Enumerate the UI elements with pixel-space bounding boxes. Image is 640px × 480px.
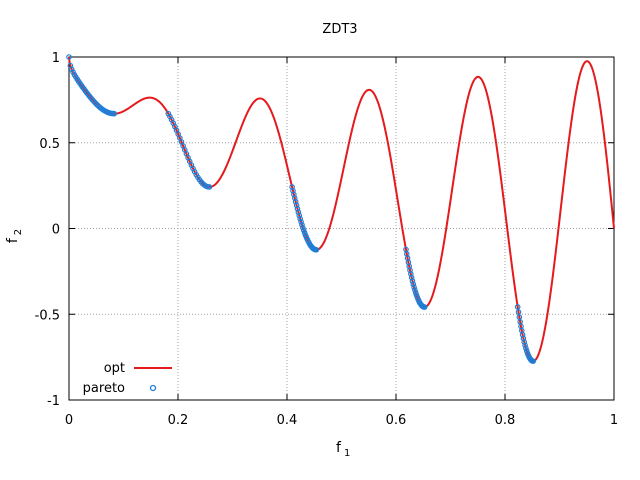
legend-label-opt: opt [104, 361, 125, 376]
pareto-point [521, 339, 528, 345]
pareto-point [68, 66, 75, 73]
pareto-point [421, 304, 428, 310]
x-tick-labels: 0 0.2 0.4 0.6 0.8 1 [65, 413, 618, 428]
series-pareto-points [66, 54, 537, 364]
y-tick-label: 0.5 [39, 137, 60, 152]
pareto-point [92, 99, 98, 106]
pareto-point [298, 218, 304, 225]
x-axis-label-subscript: 1 [344, 448, 350, 459]
x-tick-label: 0.8 [495, 413, 516, 428]
pareto-point [522, 342, 528, 349]
legend-label-pareto: pareto [83, 381, 125, 396]
pareto-point [299, 221, 305, 228]
pareto-point [530, 358, 537, 364]
y-tick-labels: -1 -0.5 0 0.5 1 [35, 51, 60, 409]
pareto-point [296, 212, 303, 219]
y-tick-label: 1 [52, 51, 60, 66]
x-tick-label: 0.4 [277, 413, 298, 428]
pareto-point [520, 335, 527, 342]
y-tick-label: 0 [52, 223, 60, 238]
x-tick-label: 0.6 [386, 413, 407, 428]
legend: opt pareto [83, 361, 172, 396]
pareto-point [408, 274, 415, 281]
y-tick-label: -1 [47, 394, 60, 409]
pareto-point [408, 271, 414, 277]
x-tick-label: 1 [610, 413, 618, 428]
pareto-point [66, 54, 72, 60]
x-tick-label: 0.2 [168, 413, 189, 428]
legend-swatch-pareto [149, 384, 157, 392]
pareto-point [523, 345, 529, 351]
pareto-point [300, 227, 307, 234]
axis-ticks [68, 56, 615, 401]
pareto-point [410, 281, 417, 287]
pareto-point [411, 284, 417, 291]
pareto-point [412, 289, 419, 296]
plot-area [66, 54, 615, 364]
pareto-point [409, 278, 416, 284]
pareto-point [206, 184, 213, 190]
y-tick-label: -0.5 [35, 308, 60, 323]
pareto-point [292, 198, 299, 205]
pareto-point [297, 215, 303, 222]
x-axis-label-main: f [336, 440, 342, 456]
pareto-point [300, 224, 306, 231]
pareto-point [111, 110, 118, 117]
series-opt-line [68, 56, 615, 363]
x-tick-label: 0 [65, 413, 73, 428]
pareto-point [293, 202, 300, 209]
y-axis-label: f2 [5, 229, 24, 243]
y-axis-label-subscript: 2 [13, 229, 24, 235]
pareto-point [412, 287, 418, 293]
chart-title: ZDT3 [322, 22, 357, 37]
pareto-point [294, 206, 301, 212]
pareto-point [515, 309, 522, 315]
pareto-point [514, 304, 521, 310]
grid-lines [69, 57, 614, 400]
pareto-point [313, 247, 320, 253]
pareto-point [295, 209, 302, 216]
y-axis-label-main: f [5, 237, 21, 243]
